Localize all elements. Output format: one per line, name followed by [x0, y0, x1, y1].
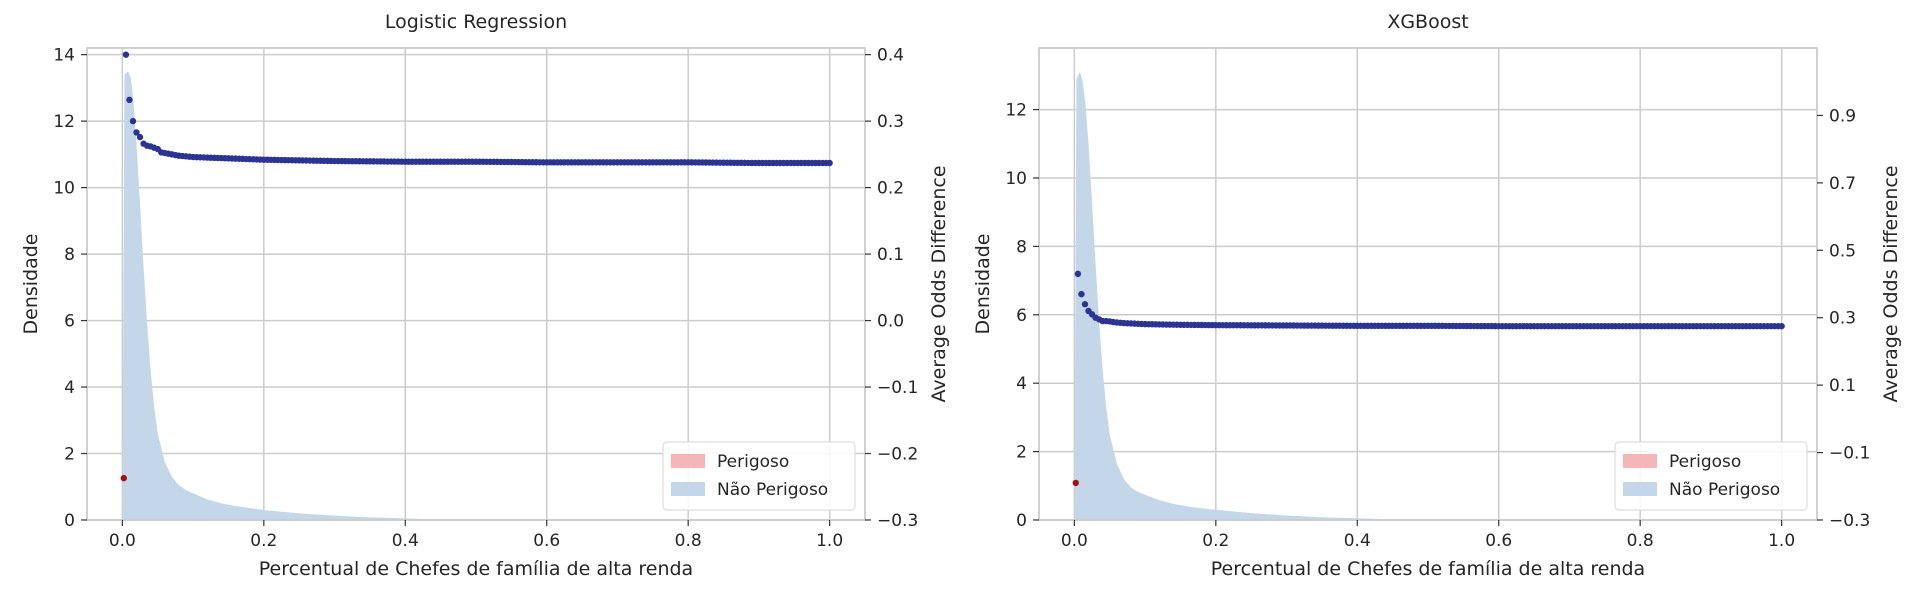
x-axis-label: Percentual de Chefes de família de alta …	[1211, 558, 1645, 580]
y-tick-label: 8	[64, 245, 75, 265]
x-tick-label: 0.4	[392, 531, 419, 551]
y2-tick-label: 0.3	[1829, 309, 1856, 329]
aod-point	[126, 96, 133, 104]
x-tick-label: 0.2	[1202, 531, 1229, 551]
density-area-nao-perigoso	[122, 71, 476, 520]
plot-frame	[1038, 47, 1818, 521]
legend-entry-label: Perigoso	[1669, 452, 1741, 472]
y-tick-label: 12	[1005, 101, 1027, 121]
legend: Perigoso Não Perigoso	[1614, 441, 1808, 511]
x-tick-label: 0.6	[1485, 531, 1512, 551]
legend-swatch	[1623, 454, 1657, 468]
y2-axis-label: Average Odds Difference	[928, 165, 950, 402]
x-tick-label: 0.4	[1344, 531, 1371, 551]
x-tick-label: 1.0	[1768, 531, 1795, 551]
chart-title: XGBoost	[1387, 11, 1468, 33]
grid-lines	[87, 48, 865, 521]
y2-tick-label: 0.1	[1829, 376, 1856, 396]
y-tick-label: 6	[64, 312, 75, 332]
aod-point	[133, 129, 140, 136]
legend-box	[662, 441, 856, 511]
y-tick-label: 12	[53, 112, 75, 132]
plot-frame	[86, 47, 866, 521]
y-tick-label: 0	[64, 511, 75, 531]
x-tick-label: 0.8	[1627, 531, 1654, 551]
aod-point	[1778, 322, 1785, 330]
x-tick-label: 0.6	[533, 531, 560, 551]
x-tick-label: 1.0	[816, 531, 843, 551]
legend-swatch	[671, 482, 705, 496]
grid-lines	[1039, 48, 1817, 521]
y2-tick-label: −0.1	[1829, 444, 1870, 464]
aod-point	[122, 51, 130, 58]
y2-axis-label: Average Odds Difference	[1880, 165, 1902, 402]
x-tick-label: 0.0	[1061, 531, 1088, 551]
aod-point	[826, 159, 833, 167]
y2-tick-label: 0.4	[877, 46, 904, 66]
chart-panel-1: 0.0 0.2 0.4 0.6 0.8 1.0 0 2 4 6 8 10 12 0.9 0.7 0.5 0.3 0…	[972, 11, 1902, 580]
x-tick-label: 0.8	[675, 531, 702, 551]
legend-entry-label: Não Perigoso	[1669, 480, 1780, 500]
y2-tick-label: 0.1	[877, 245, 904, 265]
y-axis-label: Densidade	[972, 234, 994, 335]
legend-swatch	[1623, 482, 1657, 496]
y-tick-label: 8	[1016, 237, 1027, 257]
y2-tick-label: 0.2	[877, 179, 904, 199]
legend-entry-label: Não Perigoso	[717, 480, 828, 500]
y2-tick-label: 0.3	[877, 112, 904, 132]
x-tick-label: 0.2	[250, 531, 277, 551]
aod-point	[1078, 290, 1085, 298]
aod-point	[1074, 270, 1082, 278]
legend-swatch	[671, 454, 705, 468]
aod-point-perigoso	[1072, 479, 1079, 487]
x-tick-label: 0.0	[109, 531, 136, 551]
legend: Perigoso Não Perigoso	[662, 441, 856, 511]
aod-point	[129, 117, 137, 125]
chart-title: Logistic Regression	[385, 11, 567, 33]
legend-box	[1614, 441, 1808, 511]
legend-entry-label: Perigoso	[717, 452, 789, 472]
y2-tick-label: 0.7	[1829, 174, 1856, 194]
y-tick-label: 4	[64, 378, 75, 398]
y-tick-label: 4	[1016, 374, 1027, 394]
x-axis-label: Percentual de Chefes de família de alta …	[259, 558, 693, 580]
y2-tick-label: 0.9	[1829, 106, 1856, 126]
y2-tick-label: −0.3	[877, 511, 918, 531]
y-tick-label: 14	[53, 46, 75, 66]
y2-tick-label: −0.3	[1829, 511, 1870, 531]
y-tick-label: 10	[53, 179, 75, 199]
y-axis-label: Densidade	[20, 234, 42, 335]
y-tick-label: 0	[1016, 511, 1027, 531]
y-tick-label: 10	[1005, 169, 1027, 189]
y2-tick-label: 0.0	[877, 312, 904, 332]
y2-tick-label: −0.1	[877, 378, 918, 398]
aod-point	[136, 133, 144, 141]
aod-point	[1081, 301, 1089, 308]
density-area-nao-perigoso	[1074, 71, 1428, 521]
aod-series-nao-perigoso	[1074, 270, 1785, 330]
y2-tick-label: 0.5	[1829, 241, 1856, 261]
chart-panel-0: 0.0 0.2 0.4 0.6 0.8 1.0 0 2 4 6 8 10 12 14 0.4 0.3 0.2 0.…	[20, 11, 950, 580]
aod-series-nao-perigoso	[122, 51, 833, 167]
y-tick-label: 6	[1016, 306, 1027, 326]
aod-point-perigoso	[120, 474, 127, 482]
y2-tick-label: −0.2	[877, 445, 918, 465]
y-tick-label: 2	[64, 445, 75, 465]
y-tick-label: 2	[1016, 443, 1027, 463]
